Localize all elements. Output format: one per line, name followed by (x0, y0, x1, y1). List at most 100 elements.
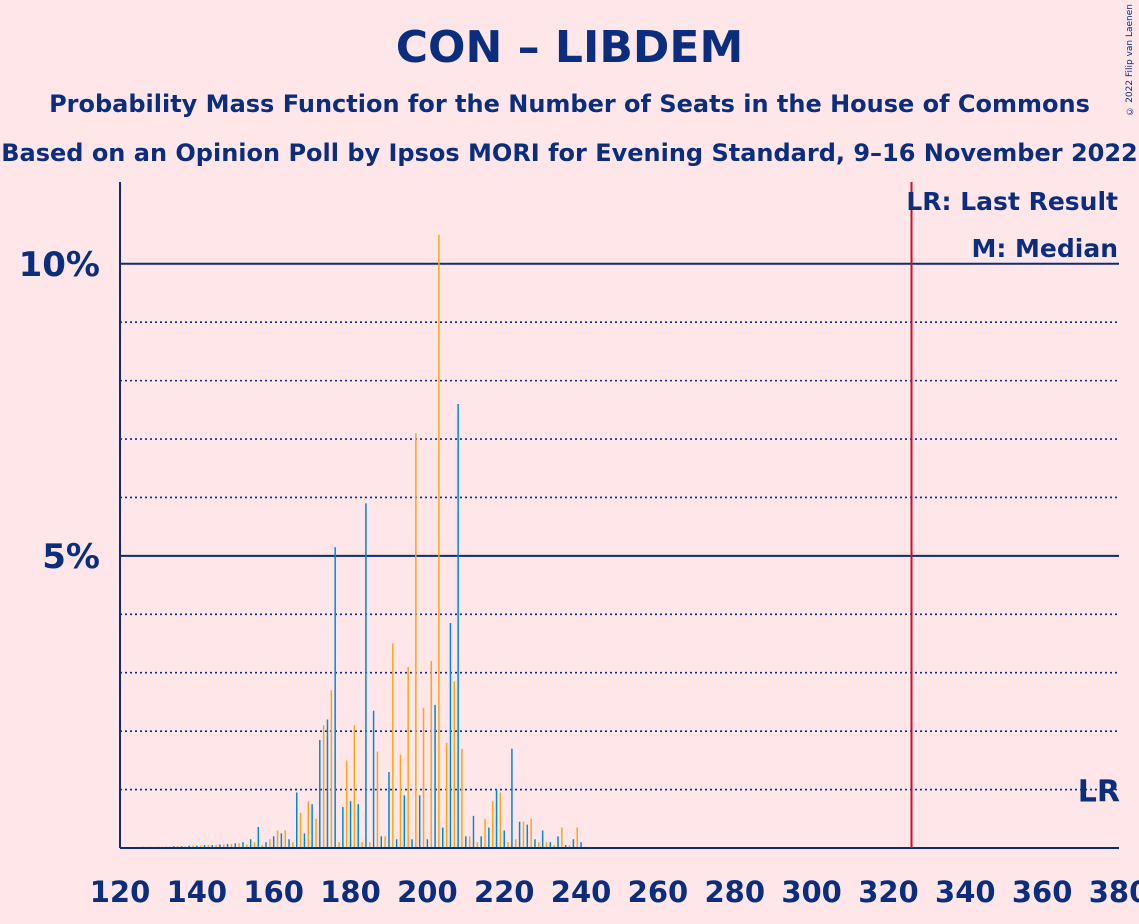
x-tick-label: 380 (1089, 875, 1139, 909)
bar-series-b (269, 839, 271, 848)
legend-last-result: LR: Last Result (906, 187, 1118, 216)
bar-series-a (549, 842, 552, 848)
x-tick-label: 160 (243, 875, 304, 909)
x-tick-label: 220 (474, 875, 535, 909)
bar-series-a (418, 795, 421, 848)
bar-series-b (307, 801, 310, 848)
bar-series-a (518, 821, 521, 848)
bar-series-a (526, 824, 529, 848)
bar-series-b (330, 690, 333, 848)
bar-series-b (545, 842, 548, 848)
bar-series-b (507, 842, 509, 848)
bar-series-a (357, 804, 359, 848)
bar-series-a (503, 830, 505, 848)
bar-series-b (484, 818, 486, 848)
x-tick-label: 340 (935, 875, 996, 909)
bar-series-b (238, 843, 240, 848)
chart-title: CON – LIBDEM (395, 22, 744, 73)
bar-series-a (272, 836, 275, 848)
bar-series-a (557, 836, 559, 848)
bar-series-b (407, 666, 409, 848)
bar-series-a (534, 839, 536, 848)
bar-series-a (188, 845, 190, 848)
bar-series-a (234, 843, 237, 848)
bar-series-a (511, 748, 513, 848)
bar-series-a (372, 710, 375, 848)
bar-series-a (449, 623, 452, 848)
bar-series-b (438, 234, 440, 848)
y-tick-label: 10% (19, 245, 100, 285)
bar-series-a (472, 815, 475, 848)
bar-series-b (576, 827, 578, 848)
bar-series-b (415, 433, 417, 848)
chart-subtitle-poll: Based on an Opinion Poll by Ipsos MORI f… (1, 139, 1138, 167)
bar-series-b (338, 842, 340, 848)
bar-series-a (465, 836, 467, 848)
bar-series-a (388, 772, 390, 848)
bar-series-b (392, 643, 394, 848)
bar-series-b (515, 839, 517, 848)
x-tick-label: 240 (551, 875, 612, 909)
bar-series-b (369, 842, 371, 848)
bar-series-a (572, 839, 575, 848)
bar-series-a (457, 404, 459, 848)
x-tick-label: 280 (704, 875, 765, 909)
chart-subtitle: Probability Mass Function for the Number… (49, 90, 1090, 118)
bar-series-a (564, 845, 567, 848)
bar-series-b (276, 830, 279, 848)
bar-series-b (491, 801, 494, 848)
bar-series-a (495, 789, 498, 848)
bar-series-b (222, 844, 225, 848)
last-result-marker: LR (1078, 775, 1120, 810)
bar-series-b (422, 707, 425, 848)
bar-series-b (353, 725, 356, 848)
bar-series-b (476, 842, 479, 848)
bar-series-b (568, 845, 571, 848)
bar-series-a (442, 827, 444, 848)
bar-series-b (261, 845, 263, 848)
bar-series-b (553, 845, 555, 848)
x-tick-label: 120 (90, 875, 151, 909)
bar-series-a (226, 843, 229, 848)
x-tick-label: 300 (781, 875, 842, 909)
bar-series-b (322, 725, 325, 848)
bar-series-b (299, 812, 302, 848)
bar-series-a (411, 839, 413, 848)
bar-series-b (292, 842, 294, 848)
bar-series-b (361, 842, 363, 848)
bar-series-b (538, 842, 540, 848)
bar-series-b (315, 818, 317, 848)
bar-series-a (480, 836, 482, 848)
bar-series-a (242, 842, 244, 848)
bar-series-a (319, 739, 321, 848)
bar-series-b (376, 751, 379, 848)
bar-series-a (342, 807, 344, 848)
y-tick-label: 5% (42, 537, 100, 577)
bar-series-b (199, 845, 202, 848)
bar-series-a (280, 833, 283, 848)
bar-series-a (395, 839, 398, 848)
bar-series-b (192, 845, 194, 848)
bar-series-a (265, 842, 267, 848)
bar-series-b (530, 818, 532, 848)
bar-series-b (445, 742, 448, 848)
bar-series-b (246, 844, 248, 848)
bar-series-b (345, 760, 348, 848)
bar-series-b (399, 754, 402, 848)
bar-series-a (365, 503, 367, 848)
bar-series-b (230, 843, 233, 848)
legend-median: M: Median (971, 234, 1118, 263)
bar-series-a (211, 845, 213, 848)
x-tick-label: 140 (167, 875, 228, 909)
bar-series-a (434, 704, 436, 848)
x-tick-label: 200 (397, 875, 458, 909)
bar-series-b (461, 748, 463, 848)
bar-series-a (488, 827, 490, 848)
bar-series-a (288, 839, 290, 848)
bar-series-b (284, 830, 286, 848)
bar-series-a (580, 842, 582, 848)
bar-series-a (295, 792, 298, 848)
bar-series-a (311, 804, 313, 848)
bar-series-a (249, 839, 252, 848)
bar-series-b (468, 836, 471, 848)
